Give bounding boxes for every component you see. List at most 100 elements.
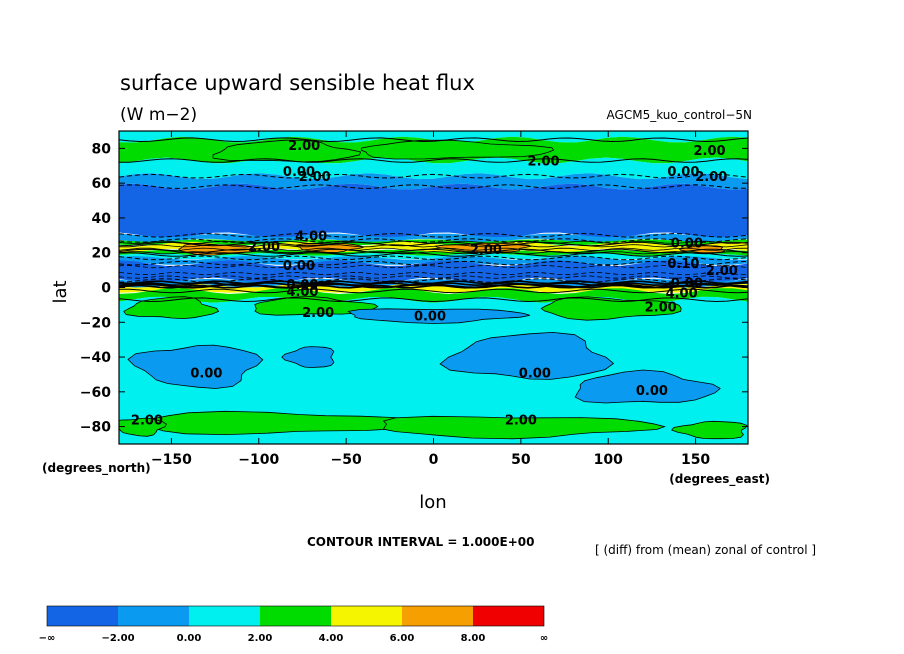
band-10 bbox=[119, 256, 748, 265]
region-17 bbox=[671, 420, 748, 440]
contour-label: 0.00 bbox=[190, 367, 222, 382]
contour-label: 2.00 bbox=[131, 414, 163, 429]
region-16 bbox=[119, 417, 167, 437]
x-tick-label: 150 bbox=[681, 452, 710, 468]
contour-label: 2.00 bbox=[470, 243, 502, 258]
contour-line-3 bbox=[119, 184, 748, 189]
region-7 bbox=[254, 296, 379, 316]
region-12 bbox=[439, 331, 615, 380]
diff-note: [ (diff) from (mean) zonal of control ] bbox=[595, 543, 816, 557]
contour-label: 2.00 bbox=[248, 240, 280, 255]
contour-line-5 bbox=[119, 238, 748, 243]
colorbar-label: 2.00 bbox=[248, 633, 273, 644]
contour-label: 0.00 bbox=[283, 165, 315, 180]
y-tick-label: 80 bbox=[92, 141, 112, 157]
band-4 bbox=[119, 183, 748, 239]
y-tick-label: 20 bbox=[92, 246, 112, 262]
colorbar-swatch bbox=[402, 606, 473, 626]
contour-line-extra-3 bbox=[119, 251, 748, 255]
colorbar-swatch bbox=[47, 606, 118, 626]
contour-label: 2.00 bbox=[288, 139, 320, 154]
y-tick-label: 0 bbox=[101, 281, 111, 297]
contour-label: 2.00 bbox=[694, 144, 726, 159]
band-2 bbox=[119, 157, 748, 180]
region-13 bbox=[574, 369, 721, 404]
x-tick-label: 100 bbox=[594, 452, 623, 468]
contour-label: 0.00 bbox=[636, 384, 668, 399]
region-1 bbox=[360, 139, 555, 160]
contour-line-extra-8 bbox=[119, 281, 748, 287]
contour-line-extra-2 bbox=[119, 247, 748, 251]
contour-label: 0.10 bbox=[667, 257, 699, 272]
x-axis-ticks: −150 −100 −50 0 50 100 150 bbox=[151, 131, 710, 468]
contour-line-14 bbox=[119, 297, 748, 303]
contour-label: 0.00 bbox=[414, 309, 446, 324]
x-axis-label: lon bbox=[419, 492, 446, 513]
contour-line-extra-6 bbox=[119, 275, 748, 279]
contour-interval: CONTOUR INTERVAL = 1.000E+00 bbox=[307, 535, 534, 549]
colorbar: −∞ −2.00 0.00 2.00 4.00 6.00 8.00 ∞ bbox=[39, 605, 548, 644]
y-tick-label: 60 bbox=[92, 176, 112, 192]
colorbar-label: −∞ bbox=[39, 633, 56, 644]
x-tick-label: 50 bbox=[511, 452, 531, 468]
colorbar-label: 6.00 bbox=[390, 633, 415, 644]
region-10 bbox=[127, 344, 264, 389]
contour-line-extra-5 bbox=[119, 271, 748, 276]
contour-line-2 bbox=[119, 173, 748, 179]
colorbar-label: ∞ bbox=[540, 633, 548, 644]
contour-line-13 bbox=[119, 288, 748, 294]
contour-line-9 bbox=[119, 255, 748, 261]
chart-title: surface upward sensible heat flux bbox=[120, 71, 475, 95]
x-tick-label: −100 bbox=[238, 452, 279, 468]
contour-lines bbox=[119, 137, 748, 303]
contour-label: 0.00 bbox=[519, 367, 551, 382]
y-tick-label: 40 bbox=[92, 211, 112, 227]
y-tick-label: −60 bbox=[80, 385, 111, 401]
colorbar-swatch bbox=[189, 606, 260, 626]
band-5 bbox=[119, 233, 748, 243]
contour-label: 2.00 bbox=[706, 264, 738, 279]
region-11 bbox=[281, 346, 335, 368]
contour-label: 2.00 bbox=[645, 301, 677, 316]
colorbar-label: 4.00 bbox=[319, 633, 344, 644]
plot-area: 2.00 2.002.000.002.00 0.002.004.002.00 2.00… bbox=[119, 131, 748, 444]
colorbar-swatch bbox=[118, 606, 189, 626]
contour-labels: 2.00 2.002.000.002.00 0.002.004.002.00 2.00… bbox=[131, 139, 738, 429]
contour-line-7 bbox=[119, 248, 748, 254]
filled-contour-regions bbox=[119, 139, 748, 440]
contour-label: 2.00 bbox=[505, 414, 537, 429]
y-tick-label: −80 bbox=[80, 420, 111, 436]
contour-line-extra-1 bbox=[119, 244, 748, 248]
contour-label: 4.00 bbox=[295, 229, 327, 244]
contour-line-4 bbox=[119, 232, 748, 238]
colorbar-frame bbox=[46, 605, 545, 627]
contour-label: 0.00 bbox=[667, 165, 699, 180]
contour-label: 0.00 bbox=[671, 276, 703, 291]
dataset-label: AGCM5_kuo_control−5N bbox=[607, 108, 752, 122]
colorbar-label: 8.00 bbox=[461, 633, 486, 644]
contour-label: 2.00 bbox=[695, 170, 727, 185]
colorbar-swatch bbox=[331, 606, 402, 626]
region-15 bbox=[382, 415, 666, 440]
contour-label: 2.00 bbox=[299, 170, 331, 185]
contour-line-extra-0 bbox=[119, 240, 748, 244]
contour-label: 0.00 bbox=[286, 278, 318, 293]
band-9 bbox=[119, 253, 748, 260]
contour-label: 4.00 bbox=[286, 285, 318, 300]
band-11 bbox=[119, 260, 748, 284]
contour-line-8 bbox=[119, 252, 748, 257]
contour-line-10 bbox=[119, 260, 748, 266]
contour-line-1 bbox=[119, 158, 748, 163]
x-tick-label: 0 bbox=[429, 452, 439, 468]
contour-label: 4.00 bbox=[666, 287, 698, 302]
band-14 bbox=[119, 288, 748, 303]
y-axis-label: lat bbox=[50, 280, 71, 303]
contour-label: 2.00 bbox=[302, 306, 334, 321]
y-axis-unit: (degrees_north) bbox=[42, 461, 151, 476]
chart-units: (W m−2) bbox=[120, 105, 197, 125]
contour-line-extra-4 bbox=[119, 264, 748, 269]
region-9 bbox=[347, 308, 530, 324]
y-tick-label: −40 bbox=[80, 350, 111, 366]
y-axis-ticks: 80 60 40 20 0 −20 −40 −60 −80 bbox=[80, 141, 748, 436]
